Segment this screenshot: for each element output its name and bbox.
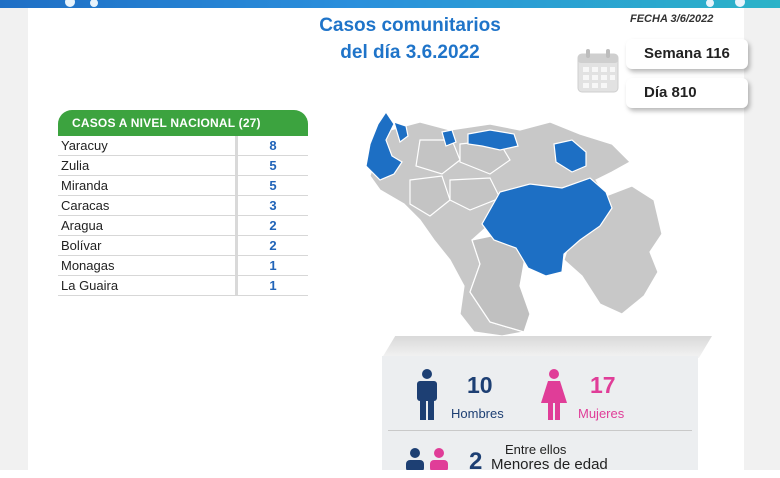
national-cases-table: CASOS A NIVEL NACIONAL (27) Yaracuy 8 Zu… — [58, 110, 308, 296]
state-name: Aragua — [58, 216, 238, 235]
stats-divider — [388, 430, 692, 431]
title-line-2: del día 3.6.2022 — [340, 42, 480, 63]
state-name: Yaracuy — [58, 136, 238, 155]
map-region-zulia — [365, 110, 403, 181]
bulletin-title: Casos comunitarios del día 3.6.2022 — [240, 12, 580, 66]
state-cases: 5 — [269, 158, 277, 173]
state-cases: 2 — [269, 218, 277, 233]
state-cases: 1 — [269, 258, 277, 273]
map-region-monagas — [553, 139, 587, 173]
map-region-caracas-miranda — [467, 129, 519, 151]
map-region-bolivar — [481, 177, 613, 277]
state-name: Miranda — [58, 176, 238, 195]
top-banner-band — [0, 0, 780, 8]
week-badge: Semana 116 — [626, 39, 748, 69]
woman-icon — [541, 369, 567, 420]
state-name: La Guaira — [58, 276, 238, 295]
calendar-icon — [577, 49, 619, 93]
virus-decoration-icon — [65, 0, 98, 7]
state-cases: 2 — [269, 238, 277, 253]
state-cases: 3 — [269, 198, 277, 213]
map-region — [409, 175, 451, 217]
table-row: Aragua 2 — [58, 216, 308, 236]
title-line-1: Casos comunitarios — [319, 15, 501, 36]
table-header: CASOS A NIVEL NACIONAL (27) — [58, 110, 308, 136]
table-row: Miranda 5 — [58, 176, 308, 196]
man-icon — [417, 369, 437, 420]
state-cases: 5 — [269, 178, 277, 193]
men-count: 10 — [467, 372, 493, 398]
table-row: Monagas 1 — [58, 256, 308, 276]
table-row: La Guaira 1 — [58, 276, 308, 296]
state-cases: 8 — [269, 138, 277, 153]
table-row: Bolívar 2 — [58, 236, 308, 256]
state-name: Zulia — [58, 156, 238, 175]
state-name: Bolívar — [58, 236, 238, 255]
minors-label-2: Menores de edad — [491, 456, 608, 473]
virus-decoration-icon — [706, 0, 745, 7]
day-badge: Día 810 — [626, 78, 748, 108]
map-region-yaracuy — [441, 129, 457, 147]
minors-label-1: Entre ellos — [505, 442, 567, 457]
minors-icon — [406, 448, 448, 470]
stats-card-top-shadow — [382, 336, 712, 358]
state-cases: 1 — [269, 278, 277, 293]
map-region — [449, 177, 501, 211]
map-region-falcon-area — [393, 121, 409, 143]
women-label: Mujeres — [578, 406, 625, 421]
state-name: Caracas — [58, 196, 238, 215]
state-name: Monagas — [58, 256, 238, 275]
table-row: Zulia 5 — [58, 156, 308, 176]
minors-count: 2 — [469, 448, 483, 475]
map-region — [369, 121, 631, 337]
date-label: FECHA 3/6/2022 — [630, 13, 714, 25]
table-row: Yaracuy 8 — [58, 136, 308, 156]
table-row: Caracas 3 — [58, 196, 308, 216]
venezuela-map — [365, 110, 663, 337]
men-label: Hombres — [451, 406, 504, 421]
women-count: 17 — [590, 372, 616, 398]
